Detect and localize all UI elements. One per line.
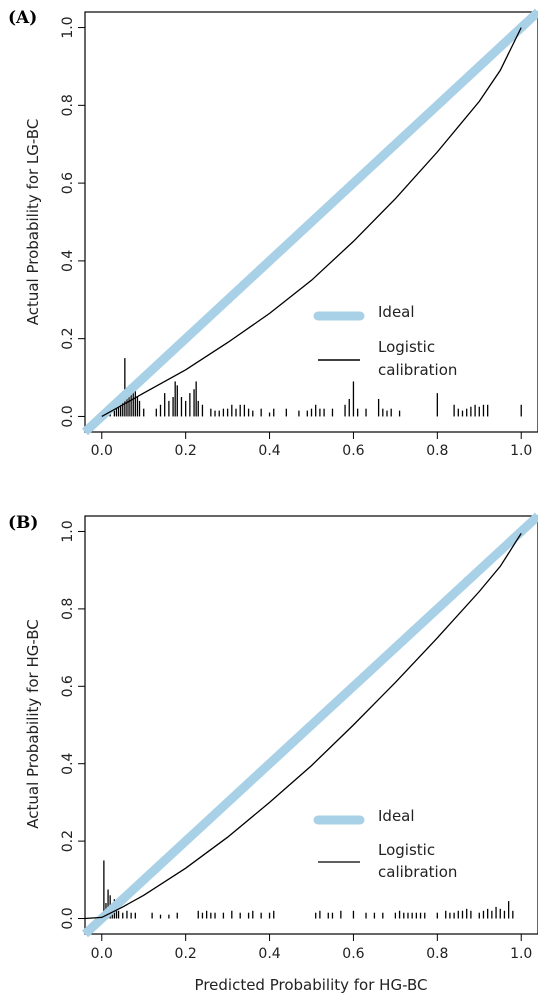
y-tick-label: 0.0 xyxy=(60,405,76,427)
x-axis: 0.0 0.2 0.4 0.6 0.8 1.0 xyxy=(91,934,532,962)
spike-histogram xyxy=(109,358,522,417)
x-tick-label: 0.6 xyxy=(342,946,364,962)
x-tick-label: 0.4 xyxy=(258,443,280,459)
x-tick-label: 0.0 xyxy=(91,443,113,459)
y-tick-label: 0.4 xyxy=(60,752,76,774)
panel-label: (B) xyxy=(8,513,38,533)
x-axis-label: Predicted Probability for HG-BC xyxy=(195,976,428,994)
x-tick-label: 0.6 xyxy=(342,443,364,459)
logistic-calibration-line xyxy=(101,27,522,417)
panel-label: (A) xyxy=(8,8,37,28)
legend: Ideal Logistic calibration xyxy=(313,807,457,881)
x-tick-label: 0.4 xyxy=(258,946,280,962)
ideal-line xyxy=(81,512,538,938)
x-tick-label: 0.2 xyxy=(175,946,197,962)
y-tick-label: 0.8 xyxy=(60,94,76,116)
legend-ideal-label: Ideal xyxy=(378,303,415,321)
legend-ideal-label: Ideal xyxy=(378,807,415,825)
y-tick-label: 0.2 xyxy=(60,328,76,350)
legend-logistic-label-2: calibration xyxy=(378,863,457,881)
x-tick-label: 1.0 xyxy=(510,443,532,459)
logistic-calibration-line xyxy=(84,533,522,920)
y-tick-label: 0.6 xyxy=(60,172,76,194)
y-tick-label: 0.4 xyxy=(60,250,76,272)
x-tick-label: 0.8 xyxy=(426,946,448,962)
y-tick-label: 0.6 xyxy=(60,675,76,697)
y-axis: 0.0 0.2 0.4 0.6 0.8 1.0 xyxy=(60,520,85,930)
y-tick-label: 0.2 xyxy=(60,830,76,852)
x-tick-label: 1.0 xyxy=(510,946,532,962)
y-tick-label: 1.0 xyxy=(60,520,76,542)
x-tick-label: 0.0 xyxy=(91,946,113,962)
plot-frame xyxy=(84,11,538,433)
ideal-line xyxy=(81,8,538,436)
y-tick-label: 0.0 xyxy=(60,907,76,929)
y-axis: 0.0 0.2 0.4 0.6 0.8 1.0 xyxy=(60,16,85,428)
y-tick-label: 1.0 xyxy=(60,16,76,38)
plot-frame xyxy=(84,515,538,935)
legend-logistic-label: Logistic xyxy=(378,338,435,356)
x-tick-label: 0.2 xyxy=(175,443,197,459)
x-tick-label: 0.8 xyxy=(426,443,448,459)
y-axis-label: Actual Probability for LG-BC xyxy=(24,119,42,326)
y-tick-label: 0.8 xyxy=(60,598,76,620)
legend-logistic-label-2: calibration xyxy=(378,361,457,379)
y-axis-label: Actual Probability for HG-BC xyxy=(24,619,42,829)
x-axis: 0.0 0.2 0.4 0.6 0.8 1.0 xyxy=(91,432,532,459)
panel-a: (A) 0.0 0.2 0.4 0.6 0.8 1.0 0.0 0.2 0.4 0.6 0.8 1.… xyxy=(8,8,538,459)
panel-b: (B) 0.0 0.2 0.4 0.6 0.8 1.0 0.0 0.2 0.4 0.6 0.8 1.… xyxy=(8,512,538,994)
legend-logistic-label: Logistic xyxy=(378,841,435,859)
legend: Ideal Logistic calibration xyxy=(313,303,457,379)
